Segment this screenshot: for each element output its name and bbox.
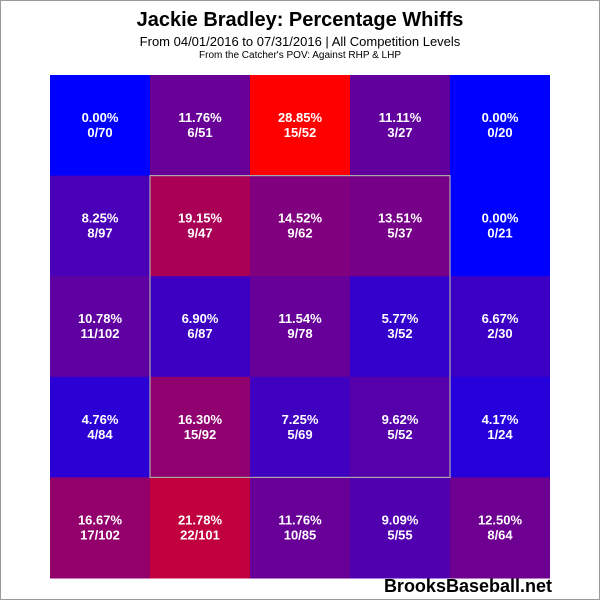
- heatmap-cell: [250, 376, 350, 478]
- heatmap-cell: [450, 75, 550, 177]
- chart-subtitle: From 04/01/2016 to 07/31/2016 | All Comp…: [139, 34, 461, 49]
- cell-ratio-label: 15/92: [184, 427, 217, 442]
- cell-percentage-label: 19.15%: [178, 211, 223, 226]
- heatmap-cell: [250, 75, 350, 177]
- cell-percentage-label: 13.51%: [378, 211, 423, 226]
- heatmap-cell: [50, 175, 150, 277]
- cell-ratio-label: 0/20: [487, 125, 512, 140]
- heatmap-cell: [50, 276, 150, 378]
- cell-percentage-label: 11.54%: [278, 311, 322, 326]
- cell-percentage-label: 9.62%: [382, 412, 419, 427]
- cell-ratio-label: 6/87: [187, 326, 212, 341]
- heatmap-cell: [150, 75, 250, 177]
- cell-ratio-label: 3/52: [387, 326, 412, 341]
- cell-percentage-label: 0.00%: [482, 211, 519, 226]
- cell-ratio-label: 5/55: [387, 527, 412, 542]
- heatmap-cell: [350, 376, 450, 478]
- heatmap-cell: [250, 175, 350, 277]
- heatmap-cell: [250, 276, 350, 378]
- chart-pov-note: From the Catcher's POV: Against RHP & LH…: [199, 50, 401, 61]
- cell-ratio-label: 22/101: [180, 527, 220, 542]
- cell-ratio-label: 4/84: [87, 427, 113, 442]
- cell-percentage-label: 11.11%: [379, 110, 422, 125]
- heatmap-cell: [350, 175, 450, 277]
- cell-percentage-label: 8.25%: [82, 211, 119, 226]
- cell-percentage-label: 6.67%: [482, 311, 519, 326]
- cell-ratio-label: 0/70: [87, 125, 112, 140]
- cell-ratio-label: 15/52: [284, 125, 317, 140]
- cell-ratio-label: 5/69: [287, 427, 312, 442]
- cell-ratio-label: 1/24: [487, 427, 513, 442]
- cell-percentage-label: 10.78%: [78, 311, 123, 326]
- cell-ratio-label: 3/27: [387, 125, 412, 140]
- heatmap-cell: [150, 175, 250, 277]
- heatmap-cell: [450, 276, 550, 378]
- cell-ratio-label: 6/51: [187, 125, 212, 140]
- cell-ratio-label: 8/97: [87, 226, 112, 241]
- cell-ratio-label: 17/102: [80, 527, 120, 542]
- cell-ratio-label: 10/85: [284, 527, 317, 542]
- heatmap-cell: [150, 276, 250, 378]
- cell-percentage-label: 16.30%: [178, 412, 223, 427]
- heatmap-cell: [450, 477, 550, 579]
- heatmap-cell: [350, 276, 450, 378]
- cell-percentage-label: 11.76%: [178, 110, 222, 125]
- cell-ratio-label: 5/52: [387, 427, 412, 442]
- chart-title: Jackie Bradley: Percentage Whiffs: [136, 9, 464, 31]
- cell-percentage-label: 7.25%: [282, 412, 319, 427]
- heatmap-cell: [150, 477, 250, 579]
- cell-percentage-label: 9.09%: [382, 512, 419, 527]
- cell-percentage-label: 12.50%: [478, 512, 523, 527]
- heatmap-cell: [150, 376, 250, 478]
- cell-percentage-label: 6.90%: [182, 311, 219, 326]
- cell-percentage-label: 28.85%: [278, 110, 323, 125]
- heatmap-cell: [50, 477, 150, 579]
- cell-percentage-label: 14.52%: [278, 211, 323, 226]
- cell-ratio-label: 0/21: [487, 226, 512, 241]
- cell-percentage-label: 0.00%: [482, 110, 519, 125]
- heatmap-cell: [50, 376, 150, 478]
- cell-percentage-label: 21.78%: [178, 512, 223, 527]
- heatmap-cell: [450, 376, 550, 478]
- cell-ratio-label: 2/30: [487, 326, 512, 341]
- cell-ratio-label: 8/64: [487, 527, 513, 542]
- heatmap-cell: [350, 75, 450, 177]
- heatmap-cell: [350, 477, 450, 579]
- heatmap-cell: [50, 75, 150, 177]
- heatmap-cell: [250, 477, 350, 579]
- cell-ratio-label: 9/47: [187, 226, 212, 241]
- cell-percentage-label: 5.77%: [382, 311, 419, 326]
- heatmap-cell: [450, 175, 550, 277]
- cell-percentage-label: 4.76%: [82, 412, 119, 427]
- cell-ratio-label: 5/37: [387, 226, 412, 241]
- cell-percentage-label: 4.17%: [482, 412, 519, 427]
- cell-ratio-label: 11/102: [80, 326, 119, 341]
- cell-ratio-label: 9/62: [287, 226, 312, 241]
- cell-ratio-label: 9/78: [287, 326, 312, 341]
- cell-percentage-label: 0.00%: [82, 110, 119, 125]
- strike-zone-outline: [149, 175, 451, 478]
- cell-percentage-label: 11.76%: [278, 512, 322, 527]
- cell-percentage-label: 16.67%: [78, 512, 123, 527]
- brand-watermark: BrooksBaseball.net: [383, 576, 552, 596]
